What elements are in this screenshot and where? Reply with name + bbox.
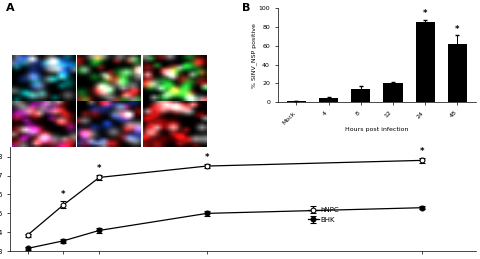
Bar [383, 83, 402, 102]
Text: 48 h.p.i: 48 h.p.i [187, 104, 203, 108]
Text: 4 h.p.i: 4 h.p.i [190, 57, 203, 61]
Text: *: * [61, 190, 66, 199]
Text: A: A [6, 3, 14, 13]
Text: *: * [422, 9, 427, 18]
Text: *: * [97, 164, 101, 173]
Bar [447, 44, 466, 102]
Text: Mock: Mock [127, 57, 137, 61]
Legend: hNPC, BHK: hNPC, BHK [305, 204, 341, 225]
Text: 16h.p.i: 16h.p.i [58, 104, 72, 108]
Text: *: * [419, 147, 424, 156]
Bar [318, 98, 337, 102]
Text: B: B [241, 3, 250, 13]
X-axis label: Hours post infection: Hours post infection [345, 127, 408, 132]
Bar [286, 101, 305, 102]
Bar [415, 22, 434, 102]
Bar [350, 89, 370, 102]
Text: 24 h.p.i: 24 h.p.i [122, 104, 137, 108]
Text: *: * [454, 25, 459, 34]
Text: *: * [204, 153, 209, 162]
Y-axis label: % SINV_NSP positive: % SINV_NSP positive [251, 23, 256, 88]
Text: DAPI
Tubulin: DAPI Tubulin [57, 57, 72, 66]
